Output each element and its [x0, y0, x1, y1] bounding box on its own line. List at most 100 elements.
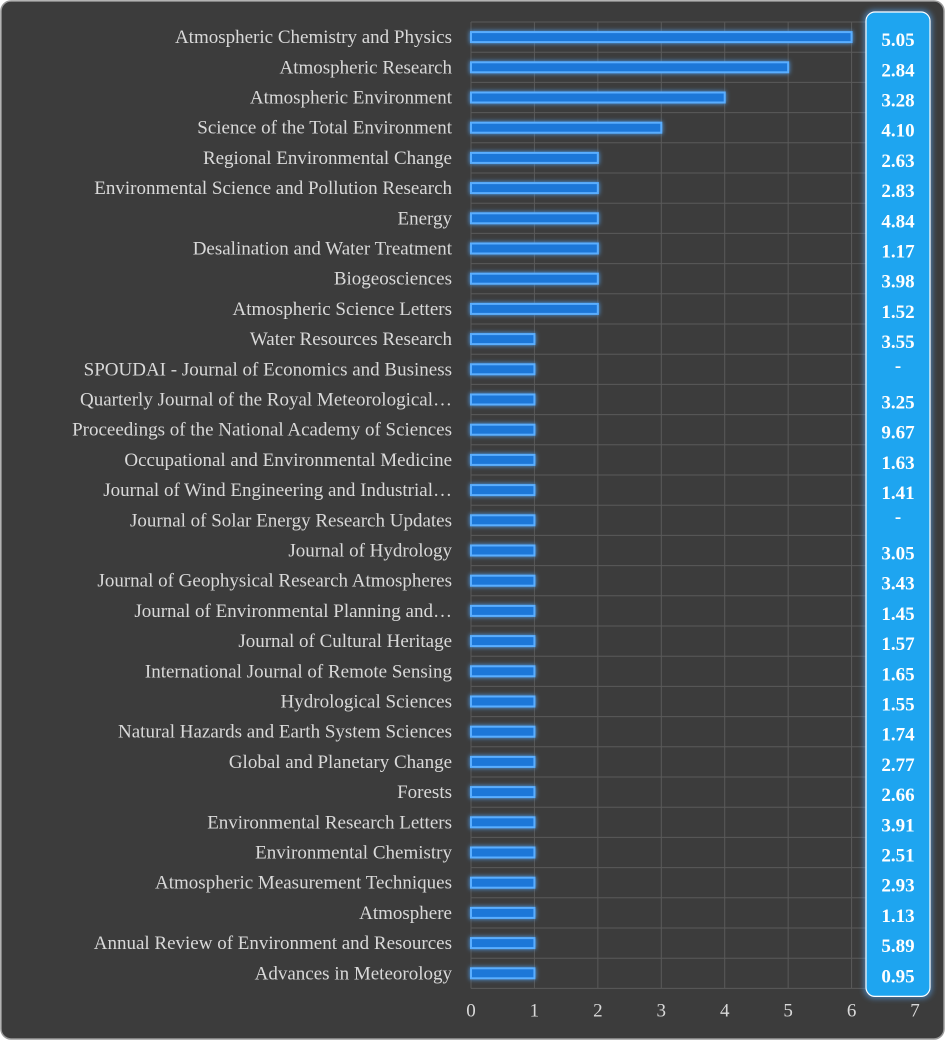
bar	[470, 514, 536, 527]
data-label: 1.65	[881, 664, 914, 685]
data-label: 9.67	[881, 423, 915, 444]
category-label: Atmospheric Science Letters	[233, 299, 452, 320]
bar	[470, 91, 726, 104]
data-label: 2.77	[881, 755, 915, 776]
x-tick-labels: 0 1 2 3 4 5 6 7	[466, 1000, 920, 1021]
category-label: Advances in Meteorology	[255, 963, 453, 984]
bar	[470, 484, 536, 497]
data-label: 2.84	[881, 60, 915, 81]
data-label: 4.10	[881, 121, 914, 142]
x-tick-label: 6	[847, 1000, 857, 1021]
bar	[470, 635, 536, 648]
category-label: Environmental Research Letters	[207, 812, 452, 833]
data-label: 2.63	[881, 151, 914, 172]
data-label: 1.17	[881, 242, 915, 263]
bar	[470, 182, 599, 195]
category-label: Journal of Geophysical Research Atmosphe…	[97, 571, 452, 592]
category-label: Hydrological Sciences	[281, 692, 452, 713]
bar	[470, 937, 536, 950]
category-label: International Journal of Remote Sensing	[145, 661, 453, 682]
data-label: 5.89	[881, 936, 914, 957]
category-label: Forests	[397, 782, 452, 803]
x-tick-label: 4	[720, 1000, 730, 1021]
category-label: Environmental Chemistry	[255, 843, 452, 864]
category-label: Proceedings of the National Academy of S…	[72, 420, 452, 441]
value-column-panel	[865, 11, 931, 998]
category-label: Regional Environmental Change	[203, 148, 452, 169]
bar	[470, 786, 536, 799]
x-tick-label: 3	[657, 1000, 667, 1021]
data-label: 1.41	[881, 483, 914, 504]
data-label: 3.43	[881, 574, 914, 595]
category-label: Atmospheric Measurement Techniques	[155, 873, 452, 894]
category-label: Environmental Science and Pollution Rese…	[94, 178, 452, 199]
data-label: 1.13	[881, 906, 914, 927]
category-label: Journal of Environmental Planning and…	[134, 601, 452, 622]
x-tick-label: 2	[593, 1000, 603, 1021]
data-label: 1.55	[881, 695, 914, 716]
category-label: Energy	[397, 208, 452, 229]
category-label: Water Resources Research	[250, 329, 453, 350]
bar	[470, 453, 536, 466]
data-label: -	[895, 506, 901, 527]
data-label: 2.51	[881, 846, 914, 867]
data-label: 5.05	[881, 30, 914, 51]
bar	[470, 544, 536, 557]
category-label: Global and Planetary Change	[229, 752, 452, 773]
bar	[470, 604, 536, 617]
bar	[470, 846, 536, 859]
data-label: 3.98	[881, 272, 914, 293]
bar	[470, 725, 536, 738]
bar	[470, 333, 536, 346]
bar	[470, 272, 599, 285]
category-label: Occupational and Environmental Medicine	[124, 450, 452, 471]
data-label: 3.25	[881, 393, 914, 414]
data-label: 2.93	[881, 876, 914, 897]
bar	[470, 816, 536, 829]
category-label: Atmosphere	[359, 903, 452, 924]
bars	[470, 31, 853, 980]
category-label: Journal of Cultural Heritage	[238, 631, 452, 652]
bar	[470, 665, 536, 678]
data-label: 3.55	[881, 332, 914, 353]
bar	[470, 967, 536, 980]
category-label: Atmospheric Research	[279, 57, 452, 78]
bar	[470, 876, 536, 889]
value-label-column: 5.05 2.84 3.28 4.10 2.63 2.83 4.84 1.17 3.98 1.52…	[864, 10, 932, 999]
bar	[470, 151, 599, 164]
category-label: Atmospheric Chemistry and Physics	[175, 27, 452, 48]
bar	[470, 695, 536, 708]
bar	[470, 574, 536, 587]
x-tick-label: 5	[783, 1000, 793, 1021]
category-label: Annual Review of Environment and Resourc…	[94, 933, 452, 954]
data-label: 1.63	[881, 453, 914, 474]
data-label: 4.84	[881, 211, 915, 232]
category-label: Journal of Wind Engineering and Industri…	[103, 480, 452, 501]
category-label: Desalination and Water Treatment	[193, 239, 453, 260]
x-tick-label: 1	[530, 1000, 540, 1021]
x-tick-label: 0	[466, 1000, 476, 1021]
data-label: 3.91	[881, 815, 914, 836]
category-labels: Atmospheric Chemistry and Physics Atmosph…	[72, 27, 453, 984]
bar	[470, 393, 536, 406]
data-label: -	[895, 355, 901, 376]
data-label: 2.66	[881, 785, 914, 806]
bar	[470, 121, 663, 134]
bar	[470, 363, 536, 376]
category-label: Journal of Solar Energy Research Updates	[130, 510, 452, 531]
bar	[470, 61, 790, 74]
category-label: Quarterly Journal of the Royal Meteorolo…	[80, 390, 452, 411]
x-tick-label: 7	[910, 1000, 920, 1021]
data-label: 3.28	[881, 91, 914, 112]
data-label: 0.95	[881, 966, 914, 987]
data-label: 3.05	[881, 544, 914, 565]
category-label: Science of the Total Environment	[197, 118, 452, 139]
data-label: 1.45	[881, 604, 914, 625]
category-label: Natural Hazards and Earth System Science…	[118, 722, 452, 743]
category-label: Atmospheric Environment	[250, 88, 453, 109]
data-label: 1.74	[881, 725, 915, 746]
bar	[470, 242, 599, 255]
bar	[470, 302, 599, 315]
